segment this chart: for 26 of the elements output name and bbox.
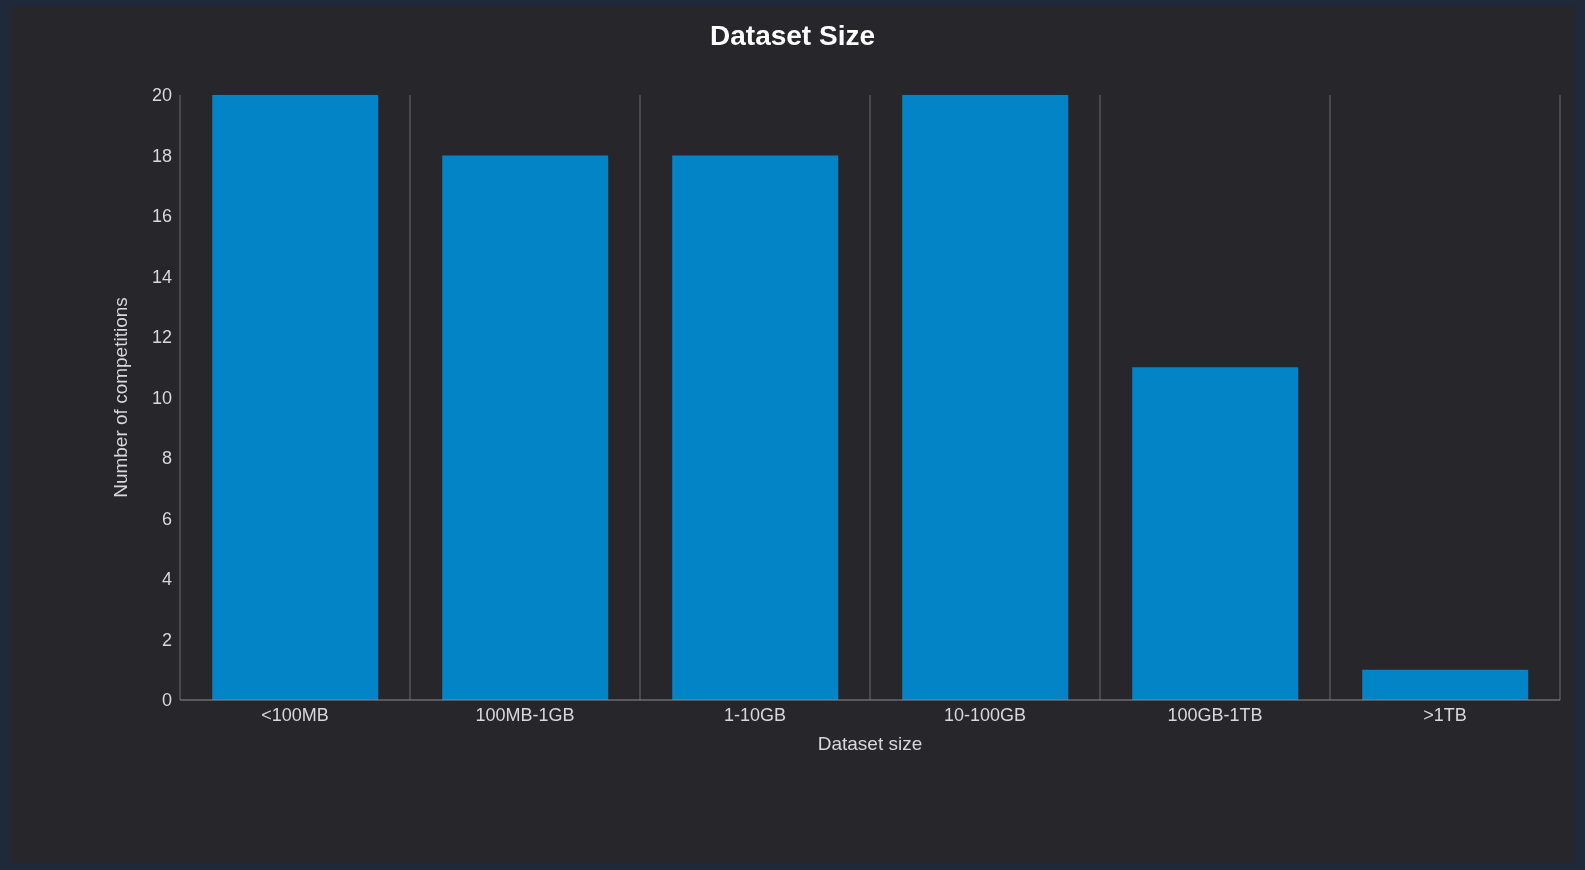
y-tick-label: 12 [151,327,172,348]
x-tick-label: 1-10GB [723,704,787,725]
y-tick-label: 16 [151,206,172,227]
x-tick-label: >1TB [1423,704,1467,725]
y-tick-label: 2 [161,629,172,650]
x-tick-label: 10-100GB [943,704,1027,725]
x-tick-label: <100MB [261,704,329,725]
y-tick-label: 20 [151,85,172,106]
bar [1132,367,1299,700]
x-tick-label: 100MB-1GB [475,704,575,725]
y-tick-label: 10 [151,387,172,408]
y-tick-label: 0 [161,690,172,711]
y-tick-label: 6 [161,508,172,529]
bar [212,95,379,700]
x-tick-label: 100GB-1TB [1167,704,1263,725]
chart-title: Dataset Size [709,20,876,52]
y-tick-label: 14 [151,266,172,287]
bar [672,155,839,700]
bar [902,95,1069,700]
y-tick-label: 18 [151,145,172,166]
y-tick-label: 4 [161,569,172,590]
y-tick-label: 8 [161,448,172,469]
bar [442,155,609,700]
x-axis-title: Dataset size [817,733,923,754]
y-axis-title: Number of competitions [109,297,131,498]
bar [1362,669,1529,700]
